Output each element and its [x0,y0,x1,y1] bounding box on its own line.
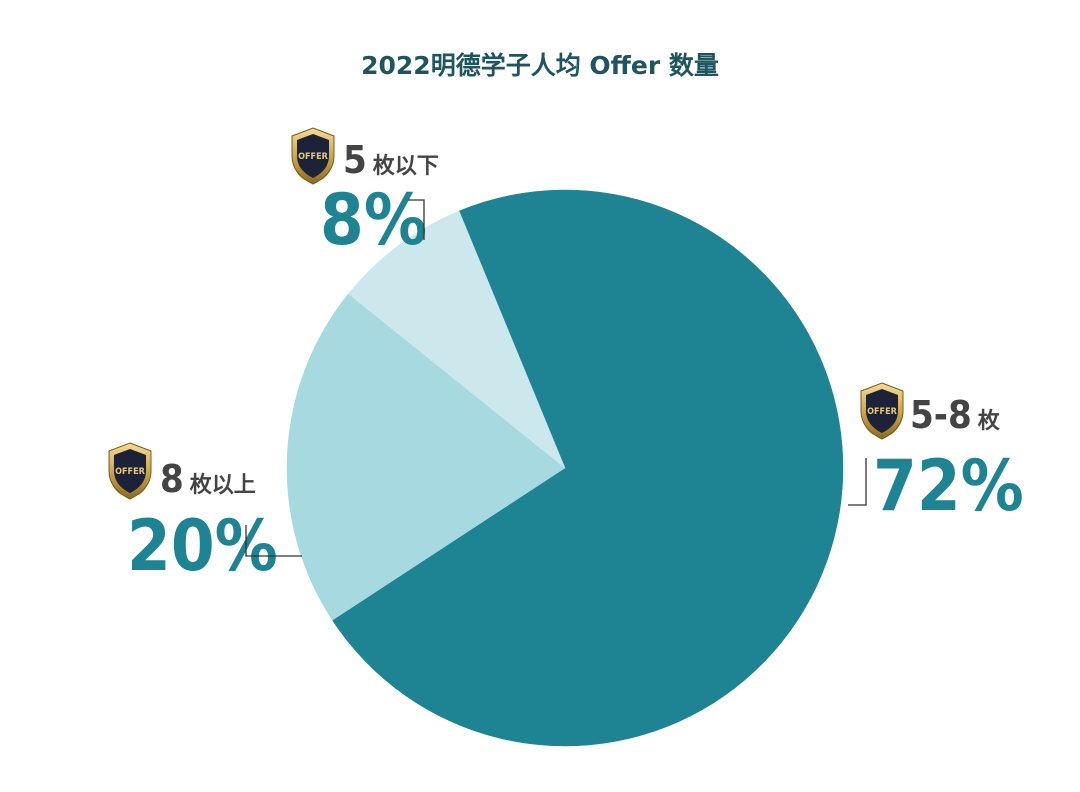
slice-category-1: 8 枚以上 [160,457,256,501]
category-unit: 枚以上 [190,472,256,498]
badge-text: OFFER [298,152,328,162]
pie-slice-1 [286,293,566,621]
offer-shield-icon: OFFER [860,382,904,440]
leader-line-1 [245,525,302,557]
leader-line-0 [848,458,867,506]
slice-percent-0: 72% [873,445,1024,527]
offer-shield-icon: OFFER [291,127,335,185]
pie-slice-2 [347,210,566,469]
category-number: 5-8 [910,393,972,437]
slice-category-0: 5-8 枚 [910,393,1000,437]
leader-line-2 [408,199,425,240]
category-number: 8 [160,457,184,501]
badge-text: OFFER [115,467,145,477]
slice-category-2: 5 枚以下 [343,138,439,182]
badge-text: OFFER [867,407,897,417]
pie-slices [286,189,844,747]
slice-percent-2: 8% [320,179,427,261]
pie-slice-0 [332,189,844,747]
offer-shield-icon: OFFER [108,442,152,500]
slice-percent-1: 20% [127,505,278,587]
category-unit: 枚 [978,408,1000,434]
chart-title: 2022明德学子人均 Offer 数量 [361,51,719,80]
category-number: 5 [343,138,367,182]
category-unit: 枚以下 [373,153,439,179]
